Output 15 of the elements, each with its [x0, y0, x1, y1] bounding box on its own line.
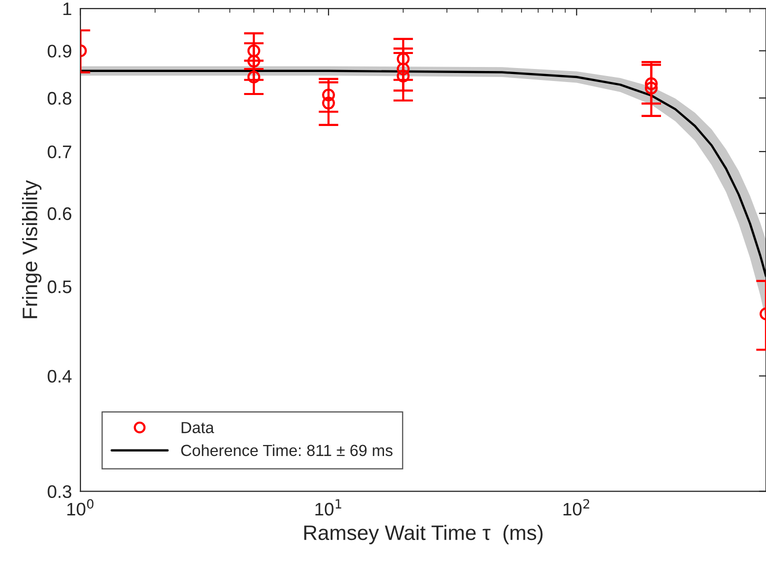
y-tick-label: 1 [63, 2, 72, 16]
legend-label: Coherence Time: 811 ± 69 ms [181, 444, 392, 456]
y-tick-label: 0.4 [48, 370, 72, 383]
y-tick-label: 0.6 [48, 207, 72, 220]
y-tick-label: 0.8 [48, 92, 72, 105]
x-axis-title: Ramsey Wait Time τ (ms) [304, 524, 543, 544]
legend-label: Data [182, 422, 214, 434]
y-tick-label: 0.5 [48, 280, 72, 294]
x-tick-label: 10$^{0}$ [67, 499, 94, 516]
y-tick-label: 0.3 [48, 485, 72, 498]
y-tick-label: 0.9 [48, 44, 72, 58]
y-axis-title: Fringe Visibility [22, 180, 42, 318]
y-tick-label: 0.7 [48, 145, 72, 158]
x-tick-label: 10$^{1}$ [315, 499, 342, 516]
x-tick-label: 10$^{2}$ [564, 499, 590, 516]
